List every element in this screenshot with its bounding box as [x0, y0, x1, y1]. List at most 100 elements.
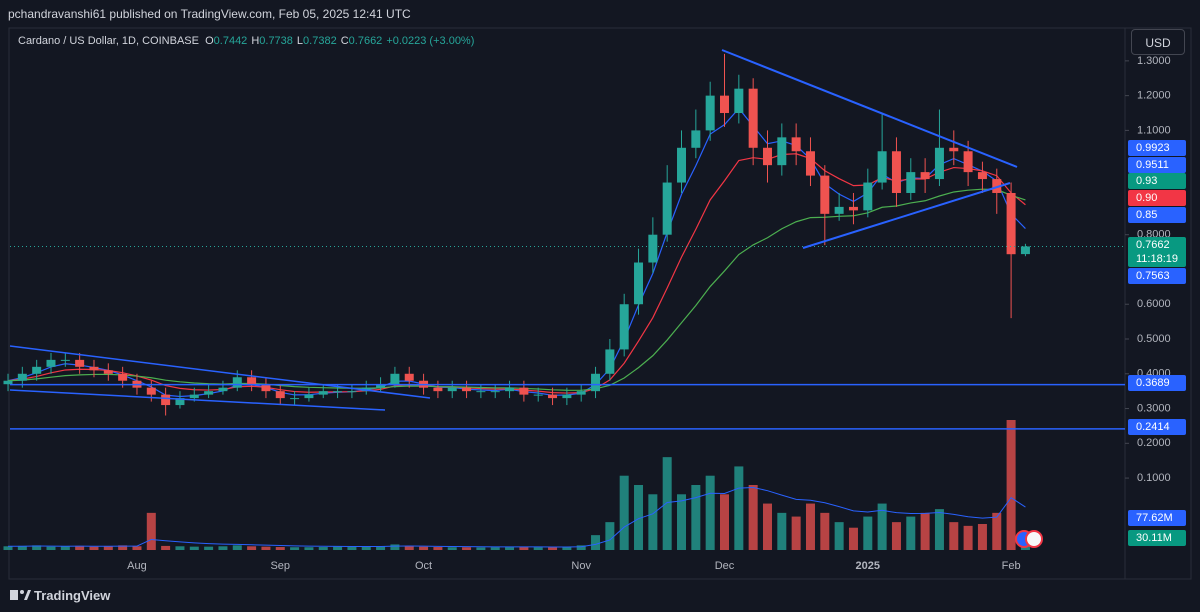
candle-body — [877, 151, 887, 183]
candle-body — [634, 262, 644, 305]
volume-bar — [777, 512, 787, 550]
volume-bar — [691, 485, 701, 550]
volume-bar — [318, 547, 328, 550]
candle-body — [762, 147, 772, 166]
candle-body — [218, 387, 228, 392]
marks — [3, 53, 1125, 550]
volume-bar — [419, 546, 429, 550]
candle-body — [3, 380, 13, 385]
candle-body — [161, 394, 171, 406]
volume-bar — [863, 516, 873, 550]
volume-bar — [361, 546, 371, 550]
currency-button[interactable]: USD — [1131, 29, 1185, 55]
candle-body — [75, 359, 85, 367]
candle-body — [519, 387, 529, 395]
price-tag-label: 0.93 — [1136, 175, 1157, 187]
candle-body — [562, 394, 572, 399]
candle-body — [318, 391, 328, 395]
candle-body — [619, 304, 629, 350]
price-tag — [1128, 510, 1186, 526]
y-tick-label: 0.3000 — [1137, 402, 1171, 414]
candle-body — [748, 88, 758, 148]
volume-bar — [562, 547, 572, 550]
volume-average — [7, 486, 1026, 548]
volume-bar — [476, 547, 486, 550]
candle-body — [304, 394, 314, 399]
volume-bar — [848, 527, 858, 550]
volume-bar — [232, 545, 242, 550]
price-tag-label: 0.85 — [1136, 209, 1157, 221]
volume-bar — [347, 547, 357, 550]
candle-body — [390, 373, 400, 385]
flag-icon — [1015, 530, 1043, 548]
x-tick-label: Oct — [415, 560, 432, 572]
price-tag-label: 0.7662 — [1136, 239, 1170, 251]
candle-body — [934, 147, 944, 180]
moving-average — [7, 107, 1026, 398]
volume-bar — [734, 466, 744, 550]
volume-bar — [275, 547, 285, 550]
candle-body — [805, 151, 815, 176]
candle-body — [60, 359, 70, 361]
h-letter: H — [251, 35, 260, 47]
price-tag — [1128, 530, 1186, 546]
volume-bar — [505, 547, 515, 550]
volume-bar — [705, 475, 715, 550]
candle-body — [232, 377, 242, 388]
candle-body — [1020, 246, 1030, 255]
volume-bar — [247, 546, 257, 550]
x-tick-label: 2025 — [856, 560, 880, 572]
candle-body — [720, 95, 729, 114]
volume-bar — [548, 547, 558, 550]
price-tag — [1128, 419, 1186, 435]
price-tag — [1128, 207, 1186, 223]
volume-bar — [462, 547, 472, 550]
brand: TradingView — [34, 588, 111, 603]
volume-bar — [290, 547, 300, 550]
volume-bar — [762, 503, 772, 550]
high: 0.7738 — [259, 35, 293, 47]
volume-bar — [175, 546, 185, 550]
symbol-title: Cardano / US Dollar, 1D, COINBASE — [18, 35, 199, 47]
y-tick-label: 0.5000 — [1137, 333, 1171, 345]
volume-bar — [906, 516, 916, 550]
candle-body — [548, 394, 558, 399]
volume-bar — [519, 546, 529, 550]
volume-bar — [17, 545, 27, 550]
candle-body — [261, 384, 271, 392]
price-tag-label: 77.62M — [1136, 512, 1173, 524]
volume-bar — [949, 522, 959, 550]
l-letter: L — [296, 35, 304, 47]
volume-bar — [60, 546, 70, 550]
trend-line — [9, 389, 386, 411]
trend-line — [802, 182, 1011, 249]
candle-body — [46, 359, 56, 367]
x-tick-label: Aug — [127, 560, 147, 572]
price-tag-label: 0.3689 — [1136, 377, 1170, 389]
y-tick-label: 0.2000 — [1137, 437, 1171, 449]
candle-body — [591, 373, 601, 392]
price-tag — [1128, 268, 1186, 284]
close: 0.7662 — [348, 35, 383, 47]
candle-body — [476, 391, 486, 393]
candle-body — [662, 182, 672, 235]
y-tick-label: 0.1000 — [1137, 472, 1171, 484]
volume-bar — [591, 535, 601, 550]
candle-body — [1006, 192, 1016, 255]
y-tick-label: 1.3000 — [1137, 55, 1171, 67]
brand-logo — [10, 590, 31, 600]
volume-bar — [390, 544, 400, 550]
candle-body — [175, 398, 185, 406]
volume-bar — [805, 503, 815, 550]
price-tag — [1128, 237, 1186, 267]
candle-body — [490, 391, 500, 393]
candle-body — [204, 391, 214, 395]
price-tag-label: 0.9923 — [1136, 142, 1170, 154]
volume-bar — [662, 457, 672, 550]
candle-body — [891, 151, 901, 193]
panel-border — [8, 27, 1192, 580]
volume-bar — [619, 475, 629, 550]
candle-body — [275, 391, 285, 399]
